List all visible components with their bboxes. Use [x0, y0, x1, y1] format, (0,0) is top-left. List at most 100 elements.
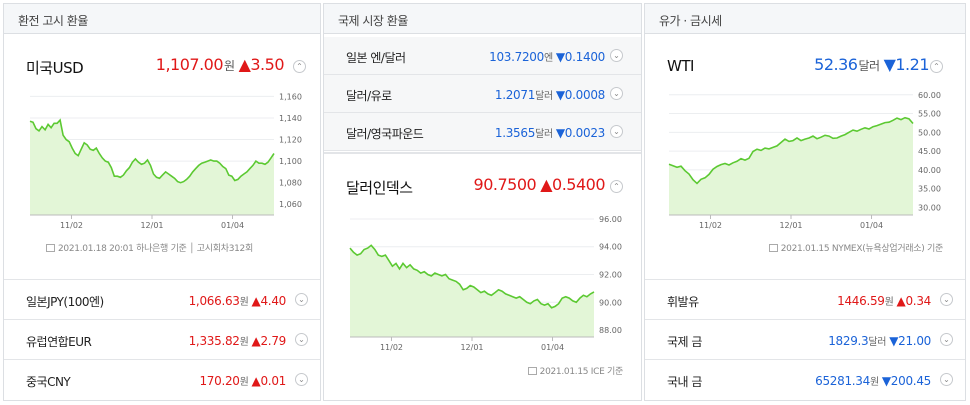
item-rate: 103.7200엔 ▼0.1400: [489, 49, 605, 64]
y-tick-label: 45.00: [918, 147, 941, 156]
series-line: [29, 118, 275, 184]
chevron-down-icon[interactable]: ⌄: [295, 373, 308, 386]
item-name: 국제 금: [667, 335, 702, 349]
item-value: 1.2071: [494, 88, 536, 102]
item-unit: 원: [239, 377, 249, 388]
chevron-down-icon[interactable]: ⌄: [610, 49, 623, 62]
dollar-index-label[interactable]: 달러인덱스: [346, 179, 413, 197]
y-tick-label: 1,080: [279, 179, 302, 188]
usd-change: ▲3.50: [238, 55, 285, 74]
chevron-down-icon[interactable]: ⌄: [940, 373, 953, 386]
item-rate: 1.3565달러 ▼0.0023: [495, 125, 605, 140]
y-tick-label: 50.00: [918, 128, 941, 137]
list-item[interactable]: 중국CNY 170.20원 ▲0.01 ⌄: [4, 359, 320, 399]
wti-label[interactable]: WTI: [667, 57, 694, 75]
item-value: 103.7200: [489, 50, 544, 64]
x-tick-label: 01/04: [541, 343, 564, 352]
item-unit: 원: [239, 337, 249, 348]
list-item[interactable]: 국내 금 65281.34원 ▼200.45 ⌄: [645, 359, 965, 399]
intl-source: 2021.01.15 ICE 기준: [527, 364, 623, 377]
item-value: 1.3565: [494, 126, 536, 140]
chevron-down-icon[interactable]: ⌄: [940, 293, 953, 306]
wti-change: ▼1.21: [883, 55, 930, 74]
x-tick-label: 01/04: [221, 221, 244, 230]
item-unit: 엔: [543, 53, 553, 64]
list-item[interactable]: 국제 금 1829.3달러 ▼21.00 ⌄: [645, 319, 965, 359]
chevron-down-icon[interactable]: ⌄: [610, 87, 623, 100]
item-name: 휘발유: [667, 295, 699, 309]
item-rate: 1.2071달러 ▼0.0008: [495, 87, 605, 102]
y-tick-label: 35.00: [918, 185, 941, 194]
series-area: [669, 117, 913, 215]
y-tick-label: 1,060: [279, 200, 302, 209]
usd-value: 1,107.00: [155, 55, 224, 74]
item-value: 170.20: [199, 374, 240, 388]
list-item[interactable]: 달러/영국파운드 1.3565달러 ▼0.0023 ⌄: [324, 113, 641, 151]
item-rate: 1829.3달러 ▼21.00: [828, 333, 931, 348]
chevron-down-icon[interactable]: ⌄: [295, 333, 308, 346]
wti-chart: 60.00 55.00 50.00 45.00 40.00 35.00 30.00 11/02…: [668, 91, 941, 230]
item-name: 일본 엔/달러: [346, 51, 406, 65]
chevron-down-icon[interactable]: ⌄: [610, 125, 623, 138]
item-change: ▼0.1400: [555, 50, 605, 64]
divider: [324, 152, 641, 154]
item-unit: 달러: [868, 337, 887, 348]
x-tick-label: 12/01: [460, 343, 483, 352]
y-tick-label: 1,100: [279, 157, 302, 166]
x-tick-label: 11/02: [699, 221, 722, 230]
list-item[interactable]: 휘발유 1446.59원 ▲0.34 ⌄: [645, 279, 965, 319]
item-unit: 원: [869, 377, 879, 388]
item-rate: 1,335.82원 ▲2.79: [188, 333, 287, 348]
y-tick-label: 30.00: [918, 203, 941, 212]
oil-source: 2021.01.15 NYMEX(뉴욕상업거래소) 기준: [768, 241, 943, 254]
y-tick-label: 94.00: [599, 243, 622, 252]
item-change: ▼200.45: [881, 374, 931, 388]
y-tick-label: 40.00: [918, 166, 941, 175]
source-icon: [527, 367, 537, 375]
series-area: [30, 120, 274, 215]
item-name: 달러/유로: [346, 89, 392, 103]
usd-rate: 1,107.00원 ▲3.50: [155, 55, 285, 74]
item-change: ▼0.0008: [555, 88, 605, 102]
item-rate: 1,066.63원 ▲4.40: [188, 293, 287, 308]
item-change: ▼0.0023: [555, 126, 605, 140]
item-rate: 170.20원 ▲0.01: [199, 373, 286, 388]
exchange-source: 2021.01.18 20:01 하나은행 기준 │ 고시회차312회: [46, 241, 253, 254]
list-item[interactable]: 일본 엔/달러 103.7200엔 ▼0.1400 ⌄: [324, 37, 641, 75]
chevron-down-icon[interactable]: ⌄: [940, 333, 953, 346]
item-value: 1,066.63: [188, 294, 240, 308]
item-unit: 원: [239, 297, 249, 308]
dollar-index-value: 90.7500: [473, 175, 537, 194]
usd-unit: 원: [224, 59, 235, 73]
collapse-chevron-icon[interactable]: ⌃: [293, 60, 306, 73]
item-value: 1,335.82: [188, 334, 240, 348]
y-tick-label: 1,160: [279, 92, 302, 101]
item-value: 1446.59: [837, 294, 885, 308]
chevron-down-icon[interactable]: ⌄: [295, 293, 308, 306]
item-value: 1829.3: [828, 334, 869, 348]
y-tick-label: 96.00: [599, 215, 622, 224]
oil-gold-panel: 유가 · 금시세 WTI 52.36달러 ▼1.21 ⌃ 60.00 55.00 50…: [644, 3, 966, 401]
y-tick-label: 60.00: [918, 91, 941, 100]
exchange-panel-header: 환전 고시 환율: [4, 4, 320, 34]
y-tick-label: 88.00: [599, 326, 622, 335]
list-item[interactable]: 유럽연합EUR 1,335.82원 ▲2.79 ⌄: [4, 319, 320, 359]
collapse-chevron-icon[interactable]: ⌃: [610, 180, 623, 193]
usd-chart: 1,160 1,140 1,120 1,100 1,080 1,060 11/02 12/01…: [29, 92, 302, 230]
y-tick-label: 90.00: [599, 298, 622, 307]
list-item[interactable]: 일본JPY(100엔) 1,066.63원 ▲4.40 ⌄: [4, 279, 320, 319]
source-icon: [768, 244, 778, 252]
list-item[interactable]: 달러/유로 1.2071달러 ▼0.0008 ⌄: [324, 75, 641, 113]
y-tick-label: 92.00: [599, 271, 622, 280]
x-tick-label: 12/01: [779, 221, 802, 230]
x-tick-label: 11/02: [380, 343, 403, 352]
usd-label[interactable]: 미국USD: [26, 59, 84, 77]
y-tick-label: 1,120: [279, 136, 302, 145]
x-tick-label: 12/01: [140, 221, 163, 230]
intl-panel-header: 국제 시장 환율: [324, 4, 641, 34]
item-change: ▲0.34: [896, 294, 932, 308]
intl-market-panel: 국제 시장 환율 일본 엔/달러 103.7200엔 ▼0.1400 ⌄ 달러/유로 1.…: [323, 3, 642, 401]
collapse-chevron-icon[interactable]: ⌃: [930, 60, 943, 73]
y-tick-label: 55.00: [918, 110, 941, 119]
series-line: [349, 244, 595, 309]
